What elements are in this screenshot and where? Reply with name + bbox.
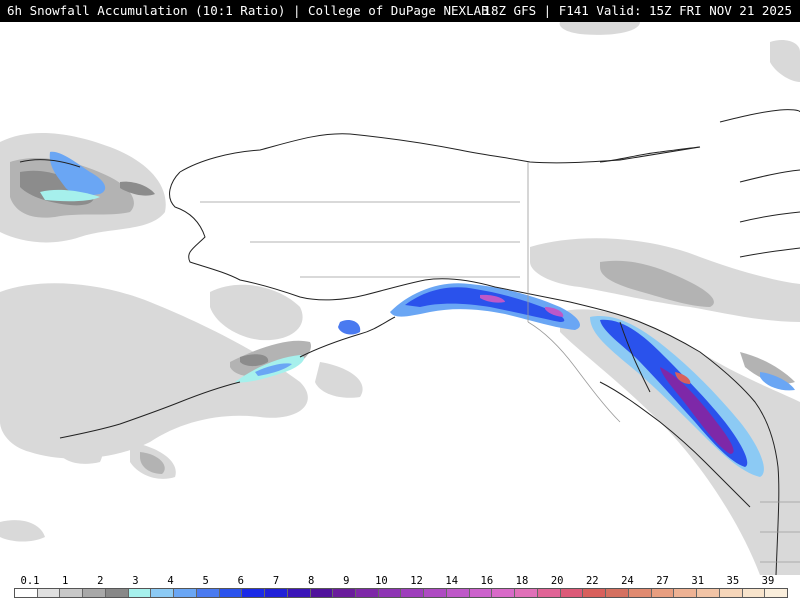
legend-swatch [537,589,561,597]
legend-swatch [287,589,311,597]
legend-label: 20 [550,575,564,587]
legend-swatch [151,589,175,597]
legend-label: 3 [132,575,139,587]
legend-label: 5 [202,575,209,587]
legend-swatch [742,589,766,597]
legend-label: 2 [97,575,104,587]
legend-swatch [765,589,787,597]
legend-label: 22 [585,575,599,587]
legend-swatch [310,589,334,597]
legend-swatch [105,589,129,597]
legend-swatch [606,589,629,597]
legend-swatch [651,589,675,597]
map-header: 6h Snowfall Accumulation (10:1 Ratio) | … [0,0,800,22]
legend-swatch [628,589,652,597]
legend-label: 4 [167,575,174,587]
legend-label: 9 [343,575,350,587]
legend-swatch [15,589,38,597]
legend-swatch [60,589,84,597]
legend-swatch [37,589,61,597]
legend-swatch [446,589,470,597]
legend-label: 0.1 [20,575,40,587]
legend-labels: 0.1 1 2 3 4 5 6 7 8 9 10 12 14 16 18 20 22 24 27 31 35 39 [0,575,800,587]
legend-swatch [424,589,447,597]
legend-swatch [469,589,493,597]
legend-swatch [356,589,379,597]
legend-swatch [333,589,357,597]
legend-swatch [219,589,243,597]
legend-label: 31 [691,575,705,587]
legend-swatch [128,589,152,597]
legend-swatch [242,589,266,597]
legend-swatch [674,589,698,597]
political-borders [200,162,800,563]
legend-label: 35 [726,575,740,587]
legend-swatch [265,589,288,597]
legend-swatch [378,589,402,597]
legend-label: 27 [656,575,669,587]
snowfall-map [0,22,800,575]
legend-label: 8 [307,575,315,587]
legend-label: 10 [375,575,388,587]
legend-swatch [83,589,106,597]
legend-label: 6 [237,575,245,587]
legend-swatch [196,589,220,597]
legend-swatch [719,589,743,597]
legend-swatch [492,589,516,597]
coastlines [19,109,800,575]
legend-swatch [560,589,584,597]
legend-label: 24 [621,575,634,587]
legend-swatch [697,589,720,597]
legend-swatch [515,589,538,597]
legend-swatch [174,589,197,597]
model-run-info: 18Z GFS | F141 Valid: 15Z FRI NOV 21 202… [483,3,792,18]
legend-swatch [583,589,607,597]
map-canvas [0,22,800,575]
color-scale-legend: 0.1 1 2 3 4 5 6 7 8 9 10 12 14 16 18 20 22 24 27 31 35 39 [0,575,800,600]
legend-label: 7 [272,575,280,587]
legend-label: 18 [515,575,529,587]
legend-label: 39 [761,575,775,587]
product-title: 6h Snowfall Accumulation (10:1 Ratio) | … [7,3,489,18]
legend-label: 16 [480,575,494,587]
legend-label: 1 [61,575,69,587]
legend-swatch [401,589,425,597]
legend-label: 12 [410,575,423,587]
legend-color-bar [14,588,788,598]
legend-label: 14 [445,575,459,587]
